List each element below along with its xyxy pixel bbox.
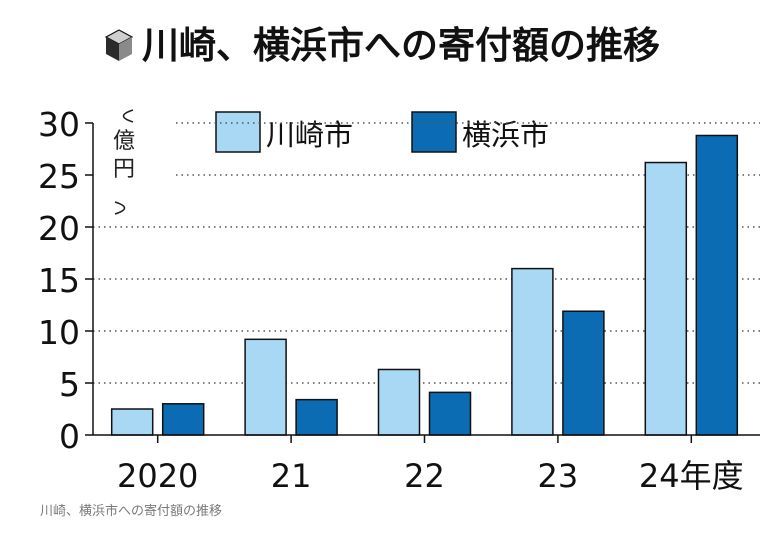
bar-yokohama-1 (295, 398, 338, 436)
x-tick-label: 22 (404, 457, 445, 495)
bar-yokohama-2 (428, 391, 472, 436)
bar-kawasaki-0 (110, 408, 154, 436)
x-tick-label: 23 (538, 457, 579, 495)
bar-kawasaki-2 (377, 368, 421, 436)
x-tick-label: 21 (271, 457, 312, 495)
bar-kawasaki-4 (644, 161, 688, 436)
y-axis-unit: 億円 (113, 129, 135, 182)
y-tick-label: 30 (38, 105, 80, 144)
y-tick-label: 0 (59, 417, 80, 456)
x-tick-label: 2020 (117, 457, 198, 495)
y-tick-label: 10 (38, 313, 80, 352)
bar-yokohama-3 (562, 310, 605, 436)
bar-yokohama-4 (695, 134, 739, 436)
bar-kawasaki-1 (244, 338, 287, 436)
image-caption: 川崎、横浜市への寄付額の推移 (40, 504, 223, 519)
x-tick-label: 24年度 (639, 457, 744, 495)
legend-swatch-yokohama (411, 111, 457, 153)
legend: 川崎市 横浜市 (215, 111, 549, 153)
y-tick-label: 5 (59, 365, 80, 404)
bar-yokohama-0 (161, 403, 205, 436)
chart-title: 川崎、横浜市への寄付額の推移 (142, 24, 660, 67)
chart: 川崎、横浜市への寄付額の推移 億円 川崎市 横浜市 0 5 10 15 20 25 30 20… (38, 24, 760, 495)
y-tick-label: 25 (38, 157, 80, 196)
legend-label-yokohama: 横浜市 (462, 118, 549, 152)
y-tick-label: 15 (38, 261, 80, 300)
legend-swatch-kawasaki (215, 111, 261, 153)
y-tick-label: 20 (38, 209, 80, 248)
legend-label-kawasaki: 川崎市 (266, 118, 353, 152)
title-icon (104, 29, 134, 61)
y-axis-label: 億円 (113, 109, 135, 215)
bar-kawasaki-3 (511, 267, 554, 436)
